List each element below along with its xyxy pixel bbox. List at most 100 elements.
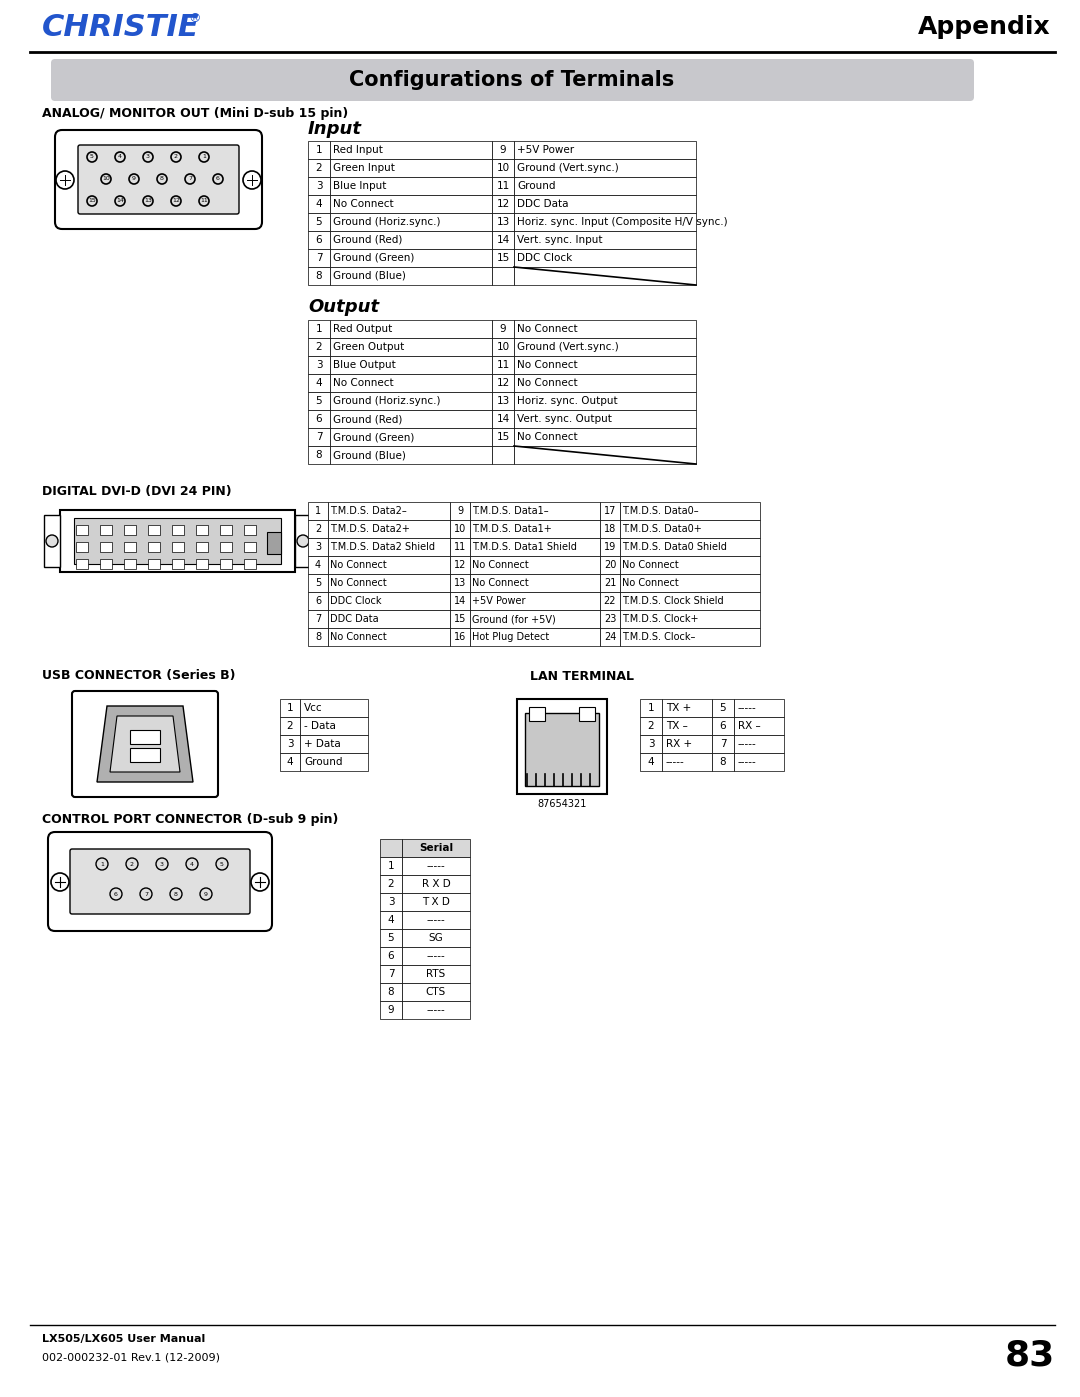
Bar: [328, 520, 450, 538]
Bar: [267, 532, 281, 555]
Bar: [450, 592, 470, 610]
Bar: [130, 731, 160, 745]
Bar: [195, 542, 208, 552]
Bar: [620, 574, 760, 592]
Bar: [450, 610, 470, 629]
Text: 12: 12: [497, 198, 510, 210]
Text: 3: 3: [315, 360, 322, 370]
Text: 23: 23: [604, 615, 617, 624]
Bar: [280, 753, 300, 771]
Bar: [195, 559, 208, 569]
Bar: [640, 698, 662, 717]
Bar: [172, 559, 184, 569]
Text: No Connect: No Connect: [472, 578, 529, 588]
Bar: [308, 427, 330, 446]
Bar: [220, 542, 232, 552]
FancyBboxPatch shape: [51, 59, 974, 101]
Text: ANALOG/ MONITOR OUT (Mini D-sub 15 pin): ANALOG/ MONITOR OUT (Mini D-sub 15 pin): [42, 106, 348, 120]
Bar: [470, 629, 600, 645]
Bar: [380, 983, 402, 1002]
Text: 4: 4: [190, 862, 194, 866]
Text: Ground (Vert.sync.): Ground (Vert.sync.): [517, 163, 619, 173]
Bar: [470, 502, 600, 520]
Bar: [76, 525, 87, 535]
Bar: [330, 320, 492, 338]
Bar: [600, 574, 620, 592]
Text: 10: 10: [497, 163, 510, 173]
Text: LX505/LX605 User Manual: LX505/LX605 User Manual: [42, 1334, 205, 1344]
Bar: [734, 698, 784, 717]
Bar: [308, 610, 328, 629]
Text: 4: 4: [315, 379, 322, 388]
Bar: [308, 393, 330, 409]
Text: 1: 1: [388, 861, 394, 870]
Bar: [514, 212, 696, 231]
Bar: [124, 525, 136, 535]
Bar: [734, 753, 784, 771]
Bar: [402, 856, 470, 875]
Text: Ground: Ground: [517, 182, 555, 191]
Bar: [280, 735, 300, 753]
Text: No Connect: No Connect: [517, 324, 578, 334]
Text: Ground (Blue): Ground (Blue): [333, 450, 406, 460]
Bar: [330, 231, 492, 249]
Text: No Connect: No Connect: [330, 578, 387, 588]
Text: 2: 2: [648, 721, 654, 731]
Bar: [450, 629, 470, 645]
Bar: [620, 556, 760, 574]
Text: Ground (Red): Ground (Red): [333, 235, 403, 244]
Polygon shape: [97, 705, 193, 782]
Text: 7: 7: [188, 176, 192, 182]
Polygon shape: [110, 717, 180, 773]
Text: 002-000232-01 Rev.1 (12-2009): 002-000232-01 Rev.1 (12-2009): [42, 1352, 220, 1362]
Bar: [450, 520, 470, 538]
Bar: [244, 542, 256, 552]
Text: 2: 2: [388, 879, 394, 888]
Bar: [76, 559, 87, 569]
Text: 13: 13: [454, 578, 467, 588]
Text: 2: 2: [130, 862, 134, 866]
Text: 9: 9: [132, 176, 136, 182]
Bar: [514, 409, 696, 427]
Text: T.M.D.S. Data1–: T.M.D.S. Data1–: [472, 506, 549, 515]
Text: Ground (Horiz.sync.): Ground (Horiz.sync.): [333, 395, 441, 407]
Bar: [514, 267, 696, 285]
Bar: [308, 374, 330, 393]
Text: CONTROL PORT CONNECTOR (D-sub 9 pin): CONTROL PORT CONNECTOR (D-sub 9 pin): [42, 813, 338, 826]
Bar: [734, 717, 784, 735]
Bar: [330, 356, 492, 374]
Bar: [514, 338, 696, 356]
Bar: [308, 141, 330, 159]
Text: 11: 11: [497, 182, 510, 191]
FancyBboxPatch shape: [55, 130, 262, 229]
Text: 1: 1: [315, 506, 321, 515]
Bar: [380, 947, 402, 965]
Circle shape: [243, 170, 261, 189]
Bar: [380, 840, 402, 856]
Bar: [450, 538, 470, 556]
Bar: [514, 356, 696, 374]
Bar: [402, 893, 470, 911]
Bar: [328, 556, 450, 574]
Bar: [712, 753, 734, 771]
Text: 7: 7: [388, 970, 394, 979]
Text: 4: 4: [315, 198, 322, 210]
Bar: [492, 267, 514, 285]
Bar: [380, 893, 402, 911]
Bar: [402, 1002, 470, 1018]
Text: 2: 2: [286, 721, 294, 731]
Bar: [124, 542, 136, 552]
Text: 5: 5: [315, 578, 321, 588]
Text: 3: 3: [315, 542, 321, 552]
Bar: [620, 520, 760, 538]
Bar: [514, 446, 696, 464]
Text: 87654321: 87654321: [538, 799, 586, 809]
FancyBboxPatch shape: [70, 849, 249, 914]
Bar: [300, 698, 368, 717]
Bar: [330, 212, 492, 231]
Bar: [300, 717, 368, 735]
Bar: [492, 249, 514, 267]
Bar: [514, 231, 696, 249]
Text: 5: 5: [90, 155, 94, 159]
Bar: [600, 502, 620, 520]
